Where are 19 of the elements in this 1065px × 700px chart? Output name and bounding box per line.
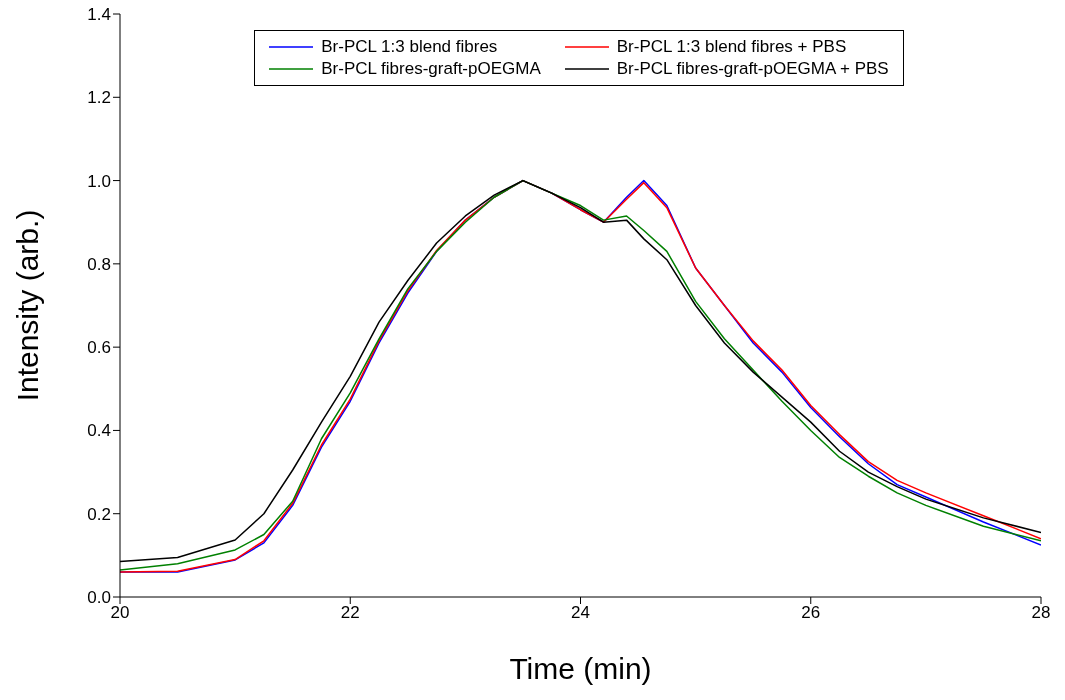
x-axis-title: Time (min) [509, 652, 652, 685]
x-tick-label: 20 [110, 603, 130, 623]
y-tick-label: 1.4 [87, 5, 111, 25]
y-tick-label: 1.0 [87, 171, 111, 191]
legend-label: Br-PCL 1:3 blend fibres + PBS [616, 37, 847, 57]
x-tick-label: 22 [340, 603, 360, 623]
y-tick-label: 0.6 [87, 338, 111, 358]
legend-label: Br-PCL fibres-graft-pOEGMA + PBS [616, 59, 889, 79]
legend-label: Br-PCL 1:3 blend fibres [321, 37, 498, 57]
x-tick-label: 24 [571, 603, 590, 623]
legend-label: Br-PCL fibres-graft-pOEGMA [321, 59, 541, 79]
x-tick-label: 26 [801, 603, 821, 623]
y-tick-label: 0.8 [87, 254, 111, 274]
y-tick-label: 0.4 [87, 421, 111, 441]
y-tick-label: 0.2 [87, 504, 111, 524]
y-tick-label: 0.0 [87, 588, 111, 608]
y-tick-label: 1.2 [87, 88, 111, 108]
y-axis-title: Intensity (arb.) [11, 209, 44, 402]
x-tick-label: 28 [1031, 603, 1051, 623]
